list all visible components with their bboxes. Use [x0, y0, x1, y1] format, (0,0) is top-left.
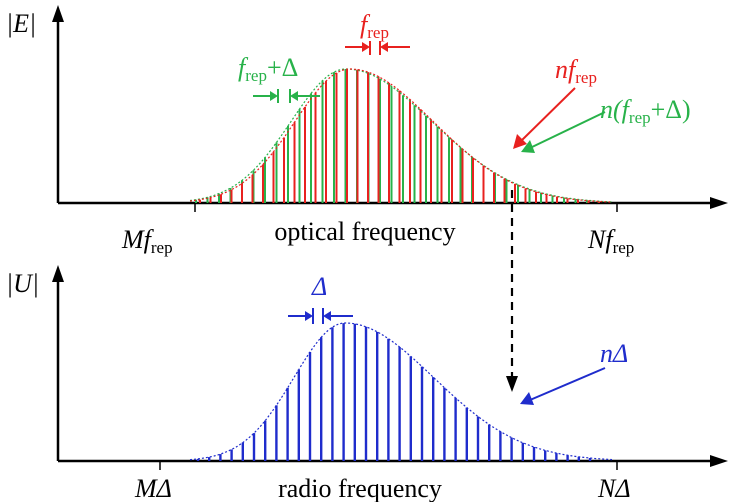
frep-spacing-arrows: [345, 41, 410, 55]
green-comb-lines: [195, 69, 600, 203]
top-panel: |E| frep frep+Δ nfrep n(frep+Δ): [6, 5, 728, 257]
n-frep-label: nfrep: [555, 55, 597, 87]
frep-delta-spacing-arrows: [253, 89, 320, 103]
n-frep-delta-arrow: [521, 111, 606, 153]
bottom-x-label: radio frequency: [278, 474, 442, 502]
mapping-arrow: [506, 190, 518, 392]
red-envelope: [189, 68, 612, 203]
n-delta-label: nΔ: [600, 339, 628, 368]
blue-comb-lines: [196, 323, 592, 461]
nf-rep-label: Nfrep: [587, 225, 634, 257]
n-frep-arrow: [513, 87, 576, 149]
m-delta-label: MΔ: [134, 474, 172, 502]
mf-rep-label: Mfrep: [121, 225, 173, 257]
n-delta-end-label: NΔ: [597, 474, 631, 502]
blue-envelope: [189, 322, 613, 461]
top-x-label: optical frequency: [274, 217, 455, 246]
top-y-label: |E|: [6, 9, 36, 38]
bottom-y-axis-arrowhead: [52, 265, 64, 282]
top-y-axis-arrowhead: [52, 5, 64, 22]
green-envelope: [189, 68, 612, 203]
top-x-axis-arrowhead: [710, 197, 728, 209]
bottom-x-axis-arrowhead: [710, 455, 728, 467]
delta-spacing-arrows: [288, 308, 353, 324]
red-comb-lines: [199, 69, 600, 203]
delta-spacing-label: Δ: [311, 272, 327, 301]
frep-spacing-label: frep: [360, 10, 389, 42]
frep-delta-spacing-label: frep+Δ: [238, 53, 298, 85]
n-frep-delta-label: n(frep+Δ): [600, 95, 691, 127]
bottom-panel: |U| Δ nΔ radio frequency MΔ NΔ: [6, 265, 728, 502]
bottom-y-label: |U|: [6, 269, 39, 298]
n-delta-arrow: [520, 367, 606, 405]
